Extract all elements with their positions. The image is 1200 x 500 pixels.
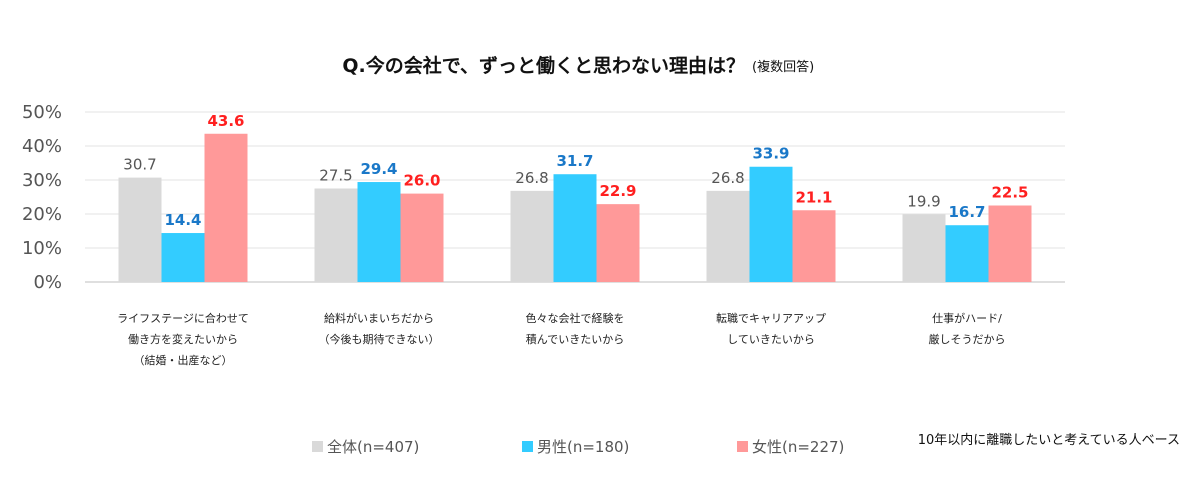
bar xyxy=(553,174,597,282)
y-tick-label: 30% xyxy=(22,170,62,191)
legend-entry: 全体(n=407) xyxy=(327,438,419,456)
data-label: 29.4 xyxy=(360,160,397,178)
chart-title: Q.今の会社で、ずっと働くと思わない理由は？ xyxy=(342,54,745,77)
bar xyxy=(792,210,836,282)
base-note: 10年以内に離職したいと考えている人ベース xyxy=(918,432,1180,448)
bar xyxy=(706,190,750,282)
category-label: ライフステージに合わせて xyxy=(117,311,249,325)
legend-swatch xyxy=(522,441,533,452)
y-tick-label: 50% xyxy=(22,102,62,123)
category-label: （結婚・出産など） xyxy=(134,353,233,367)
category-label: 働き方を変えたいから xyxy=(128,332,238,346)
category-label: 色々な会社で経験を xyxy=(526,311,625,325)
bar xyxy=(510,190,554,282)
bar xyxy=(945,225,989,282)
data-label: 31.7 xyxy=(556,152,593,170)
y-tick-label: 20% xyxy=(22,204,62,225)
bar xyxy=(596,204,640,282)
data-label: 30.7 xyxy=(123,156,156,174)
chart-title-group: Q.今の会社で、ずっと働くと思わない理由は？ (複数回答) xyxy=(342,54,814,77)
legend-swatch xyxy=(737,441,748,452)
bar xyxy=(400,193,444,282)
legend-swatch xyxy=(312,441,323,452)
bar xyxy=(357,182,401,282)
legend-entry: 男性(n=180) xyxy=(537,438,629,456)
data-label: 21.1 xyxy=(795,188,832,206)
data-label: 33.9 xyxy=(752,145,789,163)
bar xyxy=(204,133,248,282)
data-label: 16.7 xyxy=(948,203,985,221)
value-labels: 30.7 14.4 43.6 27.5 29.4 26.0 26.8 31.7 22.9 26.8… xyxy=(123,112,1028,229)
category-label: 厳しそうだから xyxy=(929,332,1006,346)
bar xyxy=(749,166,793,282)
category-label: 仕事がハード/ xyxy=(932,311,1002,325)
data-label: 22.5 xyxy=(991,184,1028,202)
data-label: 19.9 xyxy=(907,192,940,210)
data-label: 26.0 xyxy=(403,172,440,190)
category-label: （今後も期待できない） xyxy=(319,332,440,346)
y-axis: 0% 10% 20% 30% 40% 50% xyxy=(22,102,62,293)
data-label: 22.9 xyxy=(599,182,636,200)
bar xyxy=(161,233,205,282)
data-label: 14.4 xyxy=(164,211,201,229)
legend: 全体(n=407) 男性(n=180) 女性(n=227) xyxy=(312,438,844,456)
data-label: 26.8 xyxy=(515,169,548,187)
chart-subtitle: (複数回答) xyxy=(752,59,814,75)
bar xyxy=(902,214,946,282)
y-tick-label: 10% xyxy=(22,238,62,259)
bars xyxy=(118,133,1032,282)
data-label: 26.8 xyxy=(711,169,744,187)
category-label: 転職でキャリアアップ xyxy=(716,312,826,325)
y-tick-label: 40% xyxy=(22,136,62,157)
bar xyxy=(988,205,1032,282)
y-tick-label: 0% xyxy=(33,272,62,293)
data-label: 43.6 xyxy=(207,112,244,130)
legend-entry: 女性(n=227) xyxy=(752,438,844,456)
data-label: 27.5 xyxy=(319,167,352,185)
category-label: していきたいから xyxy=(727,333,815,346)
category-label: 給料がいまいちだから xyxy=(324,311,434,325)
bar xyxy=(314,188,358,282)
category-label: 積んでいきたいから xyxy=(526,332,624,346)
bar xyxy=(118,177,162,282)
